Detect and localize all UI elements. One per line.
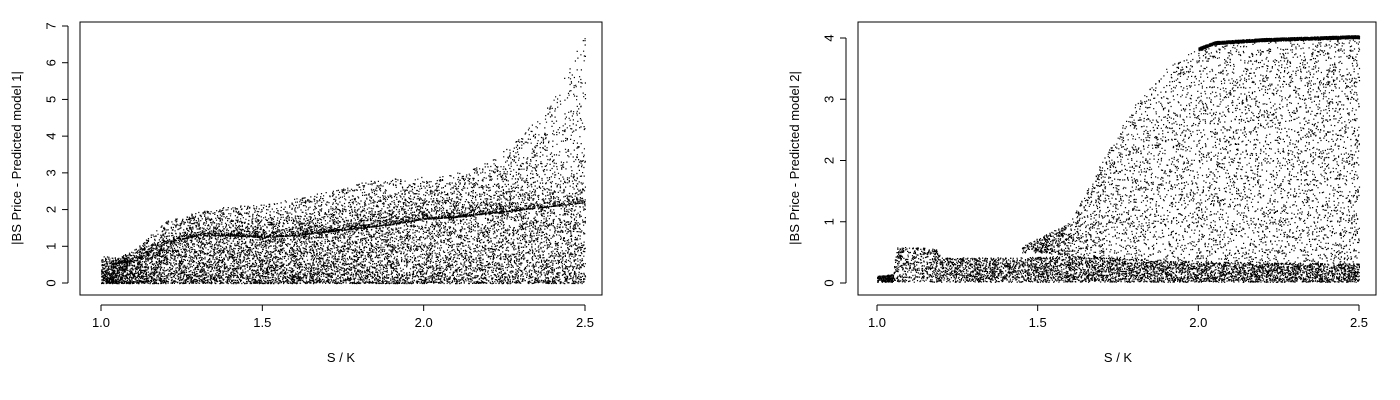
y-tick-label: 4 — [821, 34, 836, 41]
y-tick-label: 0 — [821, 279, 836, 286]
y-axis-label: |BS Price - Predicted model 2| — [787, 71, 802, 245]
y-tick-label: 2 — [821, 157, 836, 164]
x-tick-label: 1.0 — [868, 315, 886, 330]
x-axis: 1.0 1.5 2.0 2.5 — [92, 304, 594, 330]
y-axis: 0 1 2 3 4 — [821, 34, 847, 287]
x-axis-label: S / K — [1104, 350, 1133, 365]
scatter-point-cloud — [101, 38, 587, 285]
scatter-panel-model-2: 1.0 1.5 2.0 2.5 0 1 2 3 4 S / K |BS Price - Pre… — [787, 21, 1377, 365]
y-tick-label: 7 — [43, 22, 58, 29]
y-tick-label: 2 — [43, 206, 58, 213]
y-axis-label: |BS Price - Predicted model 1| — [9, 71, 24, 245]
y-tick-label: 5 — [43, 96, 58, 103]
x-tick-label: 2.0 — [415, 315, 433, 330]
x-tick-label: 1.5 — [1029, 315, 1047, 330]
y-tick-label: 4 — [43, 133, 58, 140]
x-tick-label: 2.0 — [1189, 315, 1207, 330]
x-tick-label: 2.5 — [1350, 315, 1368, 330]
y-tick-label: 1 — [43, 243, 58, 250]
x-tick-label: 2.5 — [576, 315, 594, 330]
y-tick-label: 0 — [43, 279, 58, 286]
y-tick-label: 3 — [43, 169, 58, 176]
plot-frame — [857, 21, 1377, 296]
y-axis: 0 1 2 3 4 5 6 7 — [43, 22, 69, 287]
scatter-point-cloud — [877, 35, 1361, 283]
scatter-panel-model-1: 1.0 1.5 2.0 2.5 0 1 2 3 4 5 6 7 S / K |BS Price - … — [9, 21, 603, 365]
y-tick-label: 3 — [821, 96, 836, 103]
scatter-points — [877, 35, 1361, 283]
x-axis: 1.0 1.5 2.0 2.5 — [868, 304, 1368, 330]
y-tick-label: 1 — [821, 218, 836, 225]
x-tick-label: 1.0 — [92, 315, 110, 330]
y-tick-label: 6 — [43, 59, 58, 66]
x-tick-label: 1.5 — [253, 315, 271, 330]
plot-frame — [79, 21, 603, 296]
scatter-points — [101, 38, 587, 285]
x-axis-label: S / K — [327, 350, 356, 365]
